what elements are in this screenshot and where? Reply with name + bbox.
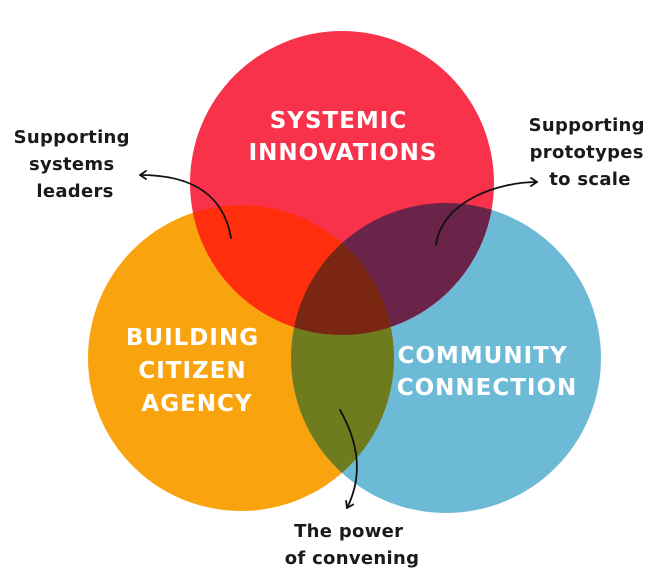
annotation-line: systems: [29, 154, 115, 175]
arrow-convening: [339, 409, 358, 509]
community-label: COMMUNITY CONNECTION: [397, 343, 578, 401]
systemic-label-line: INNOVATIONS: [249, 140, 438, 166]
community-label-line: CONNECTION: [397, 375, 578, 401]
citizen-label-line: AGENCY: [141, 391, 252, 417]
annotation-line: leaders: [36, 181, 113, 202]
systemic-label-line: SYSTEMIC: [270, 108, 408, 134]
community-label-line: COMMUNITY: [397, 343, 567, 369]
annotation-systems-leaders: Supporting systems leaders: [14, 127, 137, 202]
annotation-line: prototypes: [530, 142, 644, 163]
arrow-systems-leaders: [139, 170, 232, 239]
citizen-label-line: BUILDING: [126, 325, 259, 351]
annotation-line: of convening: [285, 548, 420, 569]
annotation-line: to scale: [549, 169, 631, 190]
citizen-label: BUILDING CITIZEN AGENCY: [126, 325, 268, 417]
annotation-convening: The power of convening: [285, 521, 420, 569]
annotation-line: Supporting: [14, 127, 130, 148]
overlap-all: [291, 205, 394, 335]
annotation-line: The power: [294, 521, 403, 542]
annotation-prototypes: Supporting prototypes to scale: [529, 115, 652, 190]
annotation-line: Supporting: [529, 115, 645, 136]
systemic-label: SYSTEMIC INNOVATIONS: [249, 108, 438, 166]
citizen-label-line: CITIZEN: [138, 358, 246, 384]
arrow-prototypes: [435, 177, 538, 246]
